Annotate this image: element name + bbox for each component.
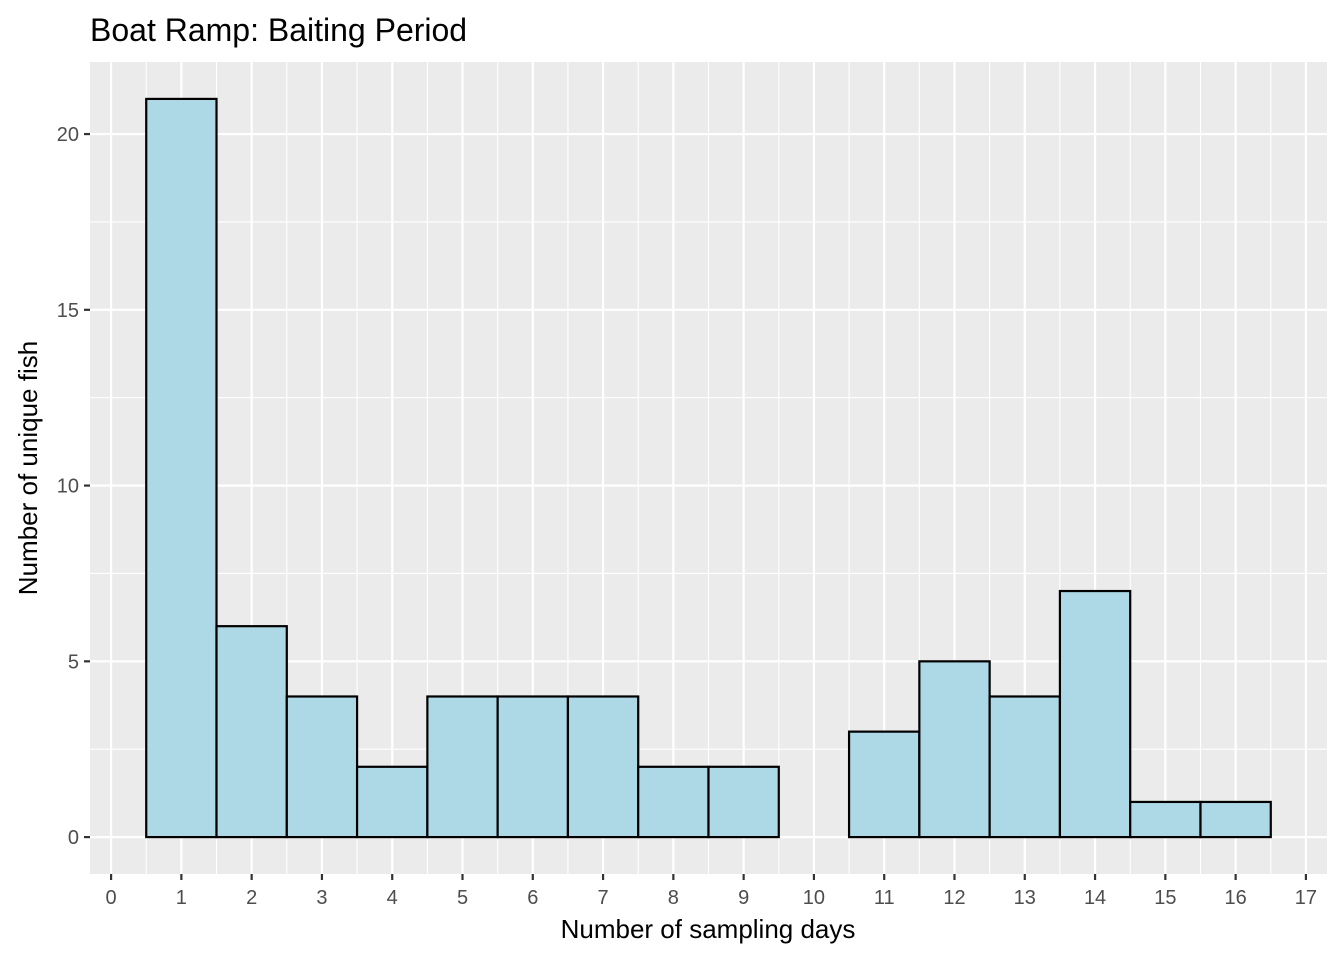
y-axis-title: Number of unique fish xyxy=(13,341,43,595)
histogram-bar xyxy=(988,695,1062,839)
x-tick-label: 14 xyxy=(1084,887,1106,909)
x-tick-label: 4 xyxy=(387,887,398,909)
x-tick-label: 0 xyxy=(106,887,117,909)
histogram-bar xyxy=(637,765,710,839)
x-tick-label: 3 xyxy=(316,887,327,909)
x-tick-label: 8 xyxy=(668,887,679,909)
y-tick-label: 20 xyxy=(57,124,79,146)
x-tick-label: 6 xyxy=(527,887,538,909)
x-axis: 0 1 2 3 4 5 6 7 8 9 10 11 12 13 14 15 16 17 xyxy=(106,874,1317,909)
histogram-bar xyxy=(1129,800,1202,839)
x-tick-label: 16 xyxy=(1225,887,1247,909)
y-tick-label: 5 xyxy=(68,651,79,673)
histogram-bar xyxy=(285,695,359,839)
histogram-bar xyxy=(145,97,218,839)
x-tick-label: 2 xyxy=(246,887,257,909)
x-tick-label: 17 xyxy=(1295,887,1317,909)
histogram-bar xyxy=(707,765,780,839)
x-tick-label: 7 xyxy=(598,887,609,909)
x-tick-label: 10 xyxy=(803,887,825,909)
histogram-bar xyxy=(1058,589,1132,839)
histogram-bar xyxy=(355,765,429,839)
histogram-bar xyxy=(847,730,921,839)
x-tick-label: 9 xyxy=(738,887,749,909)
histogram-bar xyxy=(1199,800,1272,839)
x-tick-label: 12 xyxy=(943,887,965,909)
y-tick-label: 10 xyxy=(57,476,79,498)
x-tick-label: 5 xyxy=(457,887,468,909)
x-tick-label: 15 xyxy=(1154,887,1176,909)
histogram-bar xyxy=(566,695,640,839)
x-tick-label: 1 xyxy=(176,887,187,909)
histogram-bar xyxy=(215,625,288,839)
x-axis-title: Number of sampling days xyxy=(561,914,856,944)
chart-title: Boat Ramp: Baiting Period xyxy=(90,12,467,48)
histogram-bar xyxy=(426,695,499,839)
histogram-bar xyxy=(918,660,991,839)
histogram-bar xyxy=(496,695,570,839)
y-tick-label: 15 xyxy=(57,300,79,322)
y-tick-label: 0 xyxy=(68,827,79,849)
histogram-bars xyxy=(145,97,1272,839)
x-tick-label: 13 xyxy=(1014,887,1036,909)
y-axis: 0 5 10 15 20 xyxy=(57,124,90,849)
x-tick-label: 11 xyxy=(874,887,895,909)
